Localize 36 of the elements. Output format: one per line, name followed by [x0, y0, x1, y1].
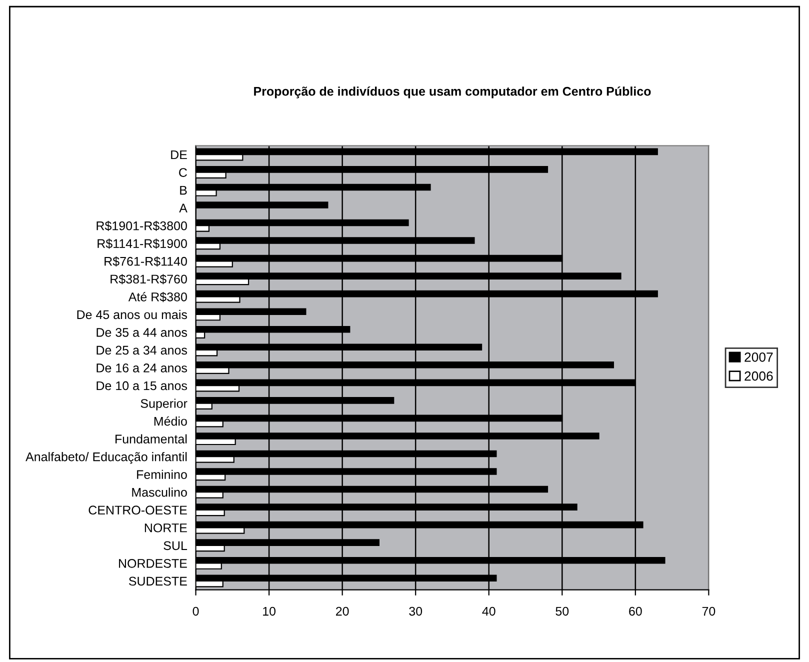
y-tick-label: De 45 anos ou mais — [77, 310, 187, 320]
y-tick-label: NORTE — [144, 523, 187, 532]
y-tick-label: Até R$380 — [128, 292, 187, 302]
y-tick-label: Fundamental — [116, 434, 187, 444]
y-tick-label: De 35 a 44 anos — [96, 328, 187, 337]
x-tick-label: 50 — [556, 606, 569, 616]
legend-label: 2006 — [744, 371, 773, 381]
x-tick-label: 10 — [263, 606, 276, 616]
y-tick-label: DE — [171, 150, 187, 160]
y-tick-label: B — [180, 186, 187, 195]
y-tick-label: NORDESTE — [119, 558, 187, 568]
x-tick-label: 70 — [702, 606, 716, 616]
y-tick-label: De 10 a 15 anos — [96, 381, 187, 390]
y-tick-label: A — [179, 204, 188, 212]
y-tick-label: SUDESTE — [128, 576, 187, 586]
chart-title: Proporção de indivíduos que usam computador em Centro Público — [254, 86, 651, 98]
y-tick-label: De 25 a 34 anos — [96, 346, 187, 355]
legend-label: 2007 — [744, 352, 773, 362]
x-tick-label: 0 — [192, 606, 199, 616]
x-tick-label: 40 — [482, 606, 496, 616]
y-tick-label: Feminino — [137, 470, 187, 479]
y-tick-label: R$1901-R$3800 — [96, 220, 187, 231]
y-tick-label: De 16 a 24 anos — [96, 364, 187, 372]
x-tick-label: 20 — [336, 606, 349, 616]
x-tick-label: 30 — [409, 606, 422, 616]
y-tick-label: Superior — [140, 398, 188, 410]
y-tick-label: Médio — [154, 416, 187, 426]
x-tick-label: 60 — [629, 606, 642, 616]
y-tick-label: R$1141-R$1900 — [98, 238, 187, 249]
y-tick-label: Analfabeto/ Educação infantil — [26, 452, 187, 464]
y-tick-label: SUL — [164, 541, 188, 550]
y-tick-label: R$381-R$760 — [110, 274, 187, 284]
y-tick-label: CENTRO-OESTE — [88, 506, 187, 515]
y-tick-label: C — [179, 168, 187, 177]
y-tick-label: Masculino — [132, 488, 187, 497]
y-tick-label: R$761-R$1140 — [104, 256, 187, 267]
